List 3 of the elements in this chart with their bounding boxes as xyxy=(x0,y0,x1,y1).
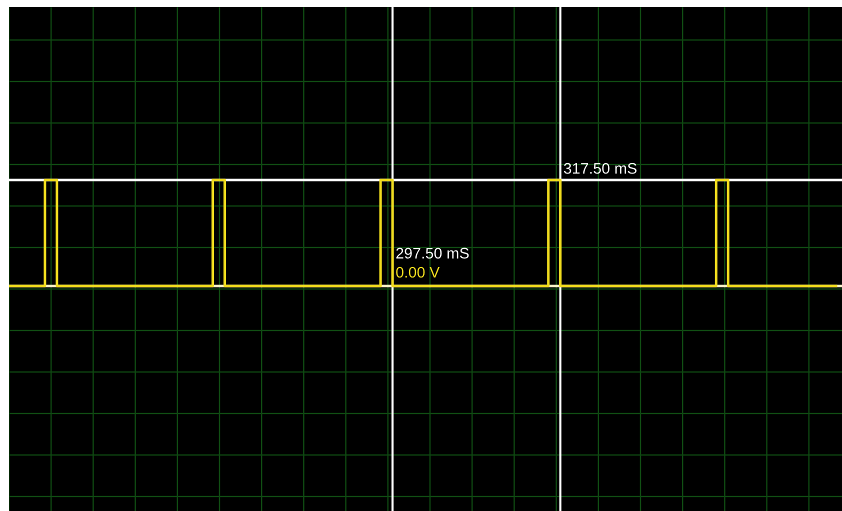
annotation: 297.50 mS xyxy=(396,248,469,259)
text: 317.50 mS xyxy=(564,162,637,174)
ref-line-label: 0.00 V xyxy=(396,266,440,278)
